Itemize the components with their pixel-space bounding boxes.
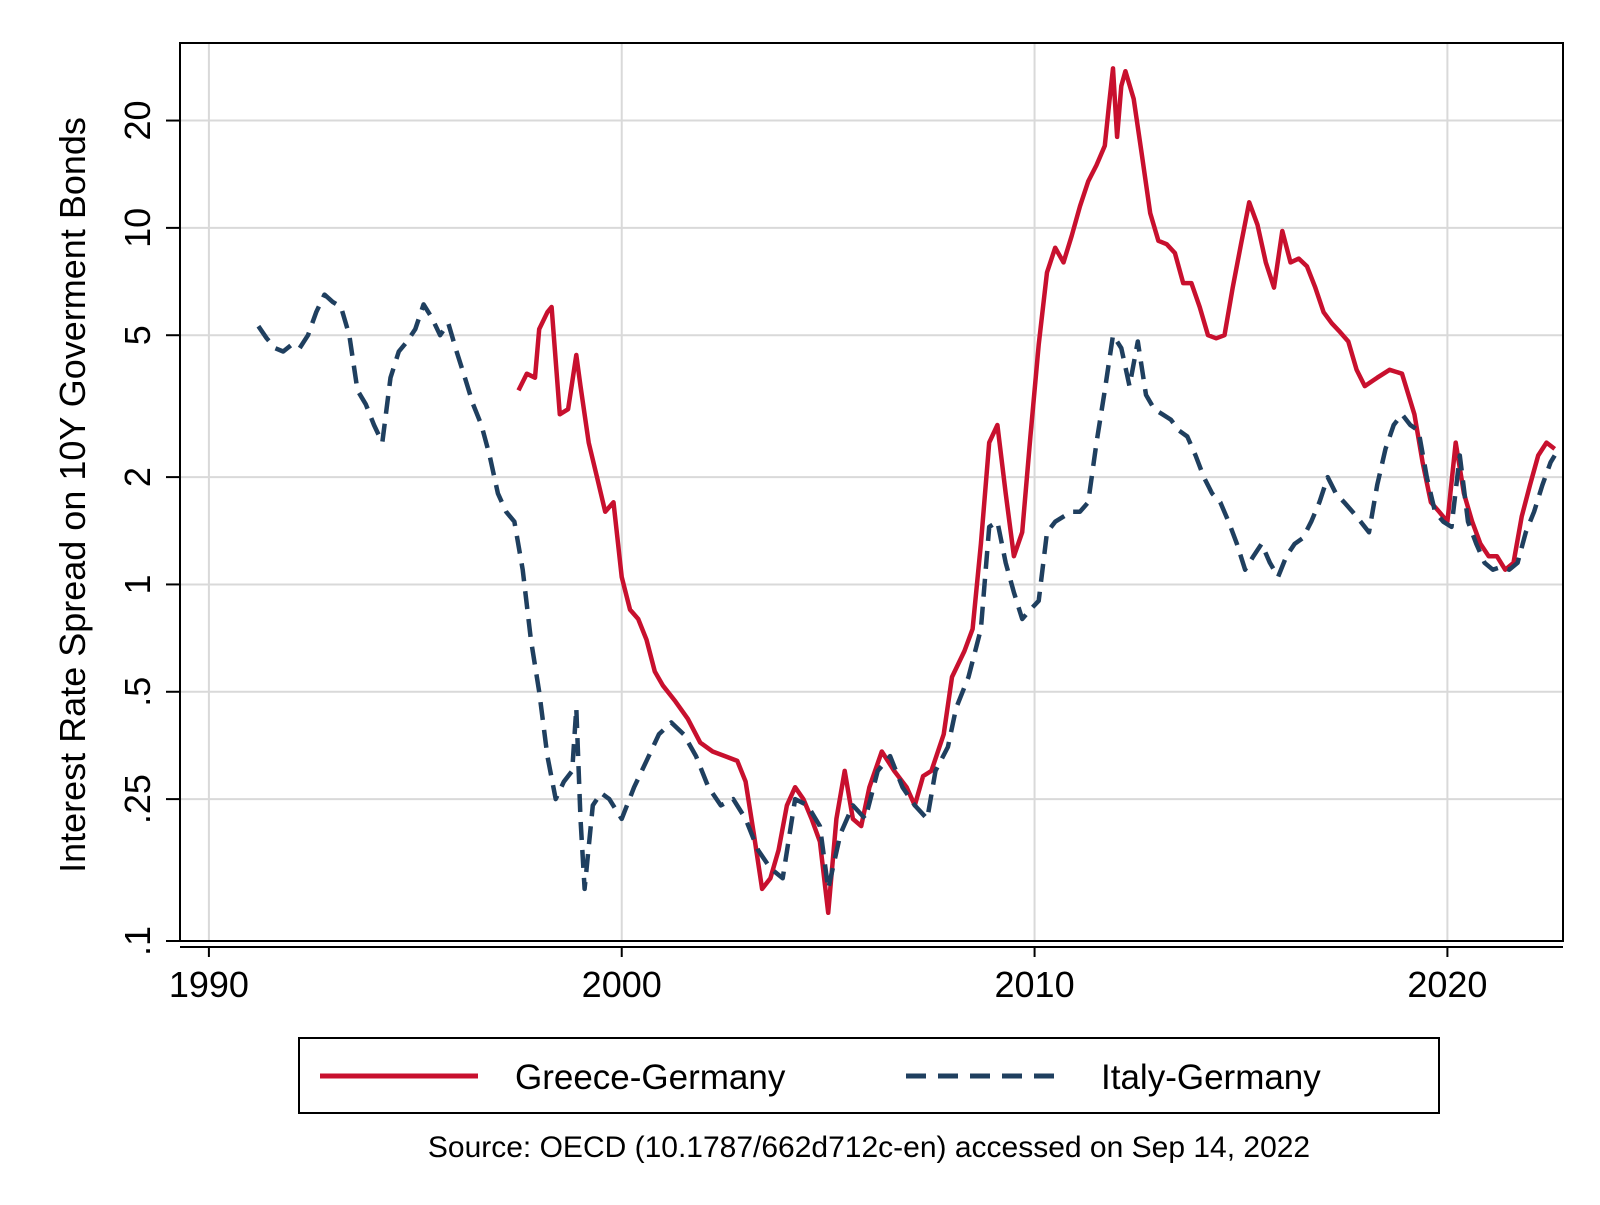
- legend: Greece-Germany Italy-Germany: [298, 1037, 1440, 1114]
- x-axis: 1990 2000 2010 2020: [169, 946, 1563, 1005]
- x-tick-label: 2010: [995, 964, 1075, 1005]
- y-tick-label: 5: [117, 325, 158, 345]
- source-note: Source: OECD (10.1787/662d712c-en) acces…: [428, 1131, 1310, 1164]
- y-tick-label: 20: [117, 101, 158, 141]
- y-tick-label: .1: [117, 926, 158, 956]
- legend-label-greece-germany: Greece-Germany: [515, 1058, 786, 1097]
- y-tick-label: .5: [117, 677, 158, 707]
- plot-frame: [179, 42, 1564, 942]
- grid-lines: [180, 43, 1563, 941]
- series-line-greece-germany: [516, 66, 1557, 916]
- y-tick-label: .25: [117, 774, 158, 824]
- y-axis: .1 .25 .5 1 2 5 10 20: [117, 101, 180, 956]
- series-lines: [256, 66, 1557, 916]
- series-line-italy-germany: [256, 292, 1557, 892]
- x-tick-label: 1990: [169, 964, 249, 1005]
- x-tick-label: 2020: [1407, 964, 1487, 1005]
- y-tick-label: 10: [117, 208, 158, 248]
- y-tick-label: 2: [117, 467, 158, 487]
- x-tick-label: 2000: [582, 964, 662, 1005]
- y-axis-label: Interest Rate Spread on 10Y Goverment Bo…: [52, 117, 93, 873]
- y-tick-label: 1: [117, 574, 158, 594]
- legend-box: [298, 1037, 1440, 1114]
- legend-label-italy-germany: Italy-Germany: [1101, 1058, 1321, 1097]
